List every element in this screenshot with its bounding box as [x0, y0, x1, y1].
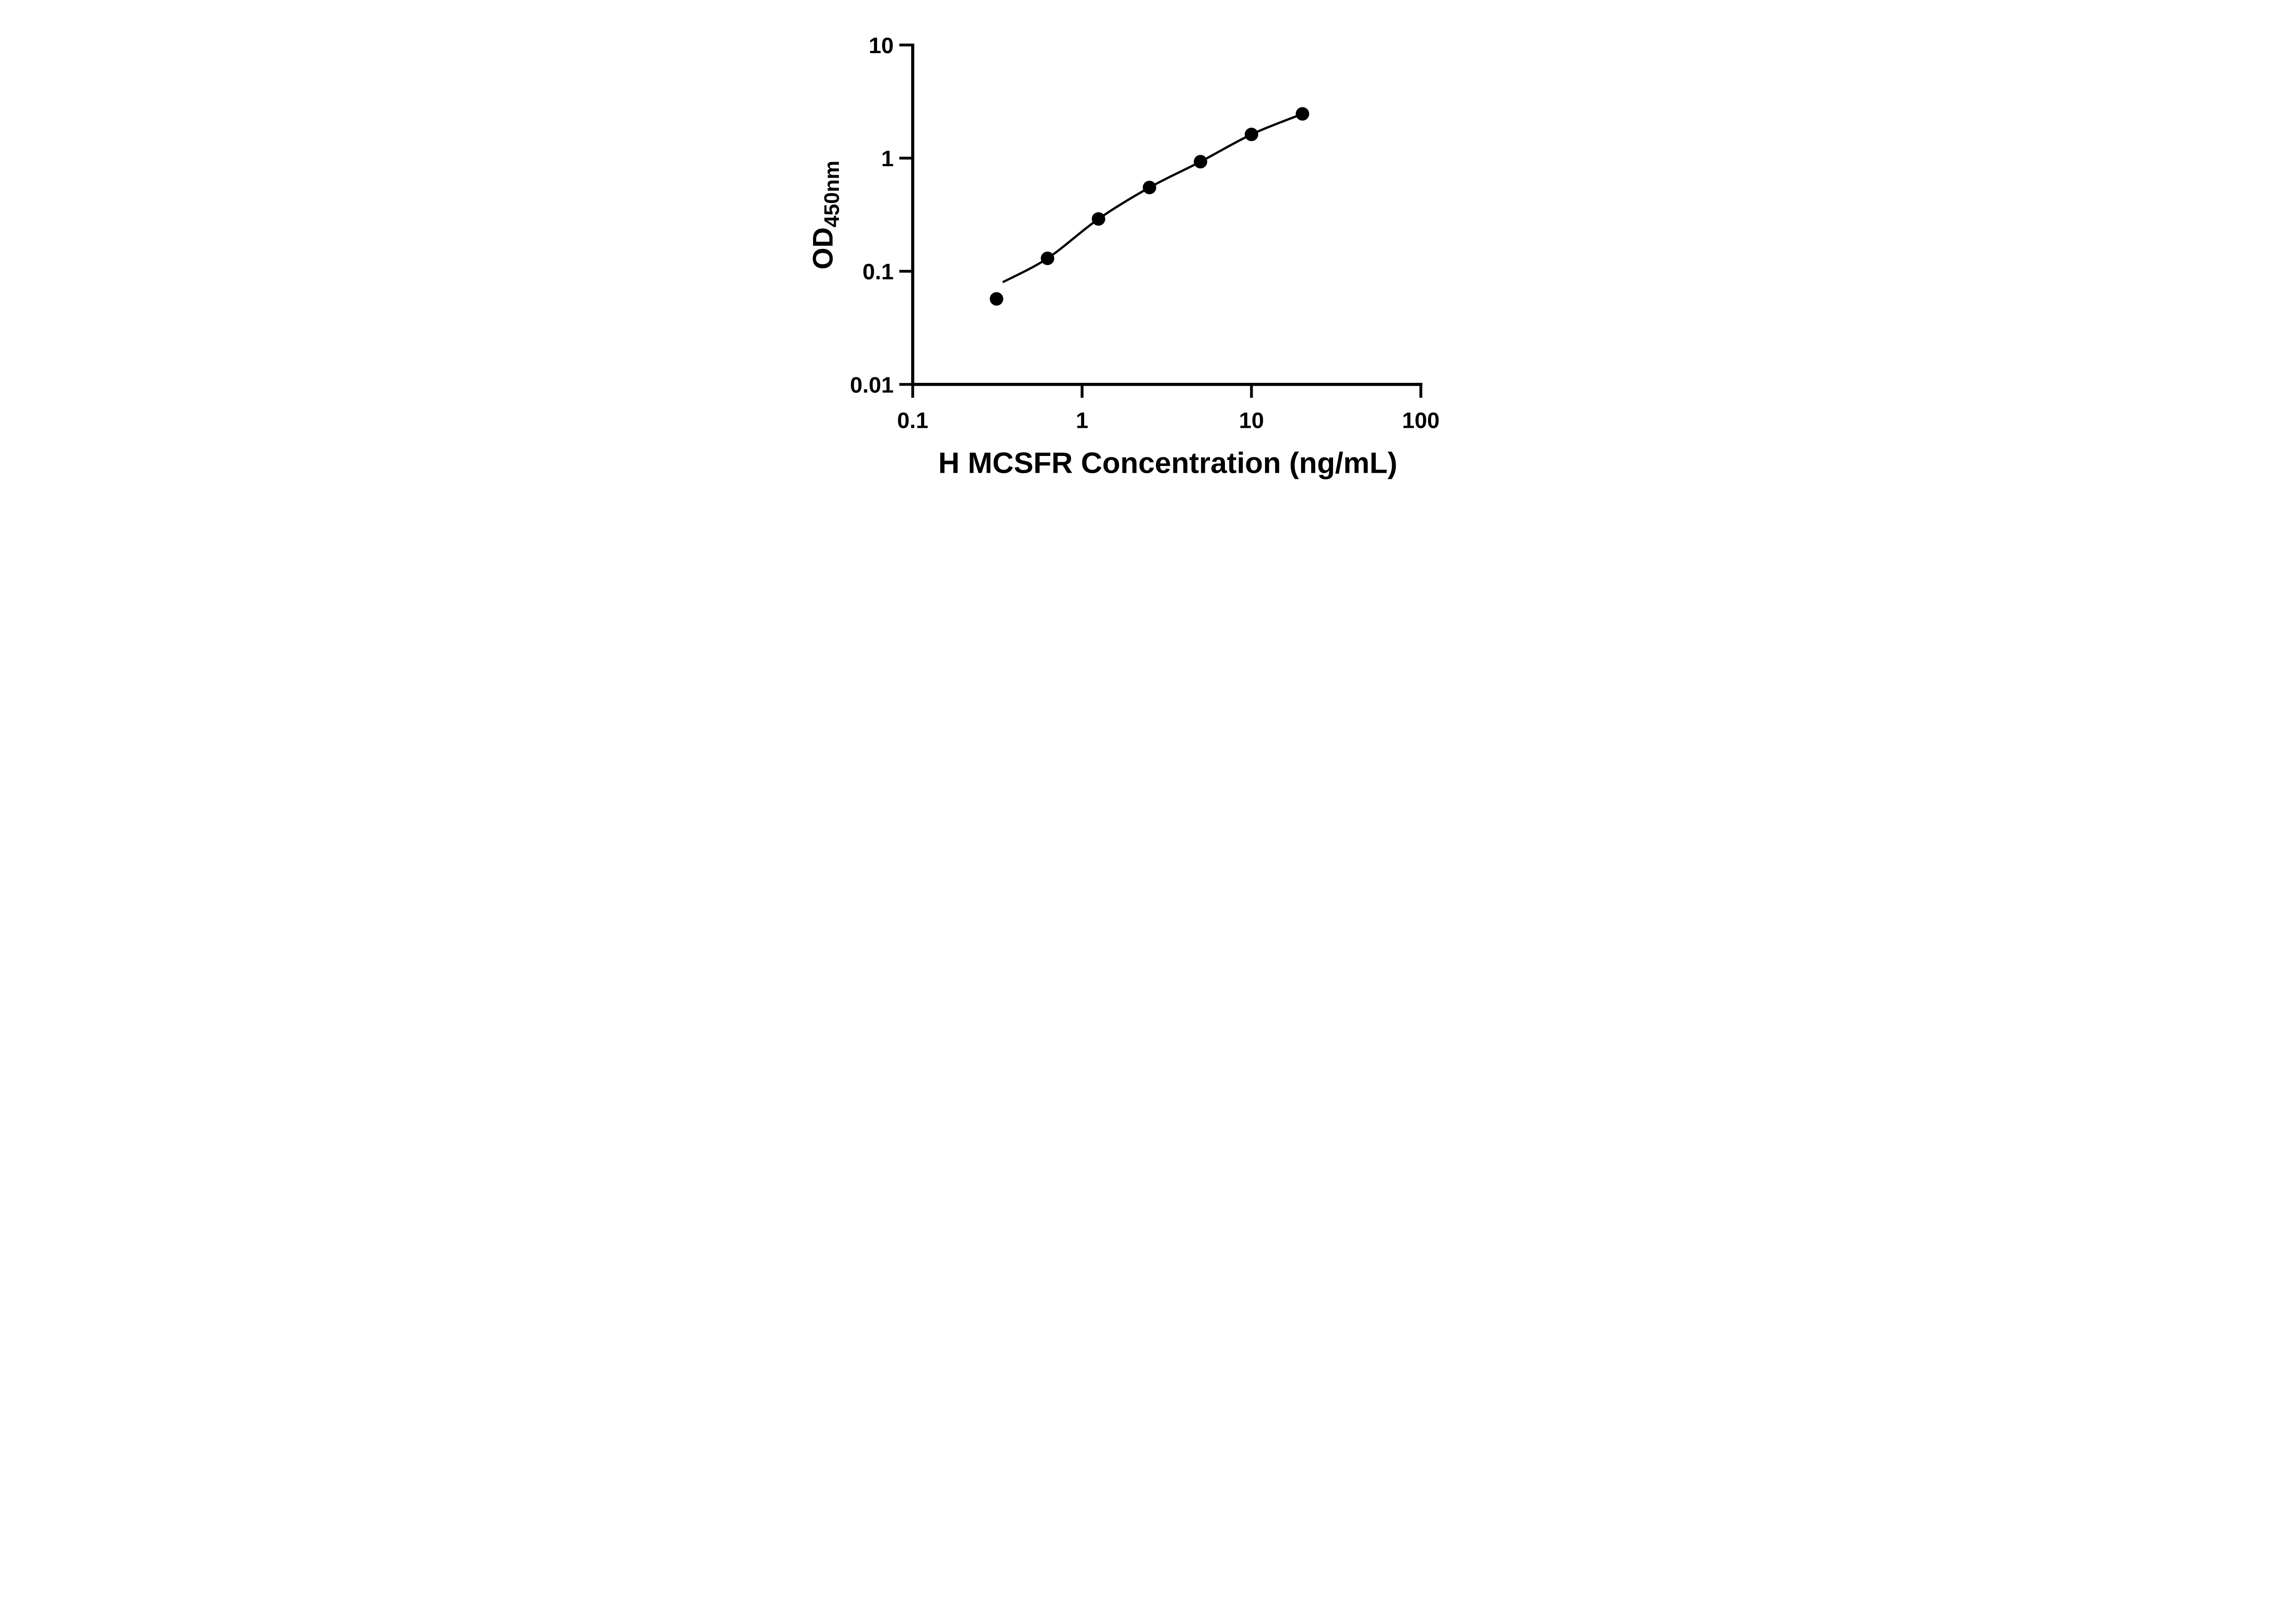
data-point — [1091, 212, 1106, 226]
x-axis-title: H MCSFR Concentration (ng/mL) — [938, 446, 1398, 479]
y-tick-label: 0.1 — [863, 259, 894, 284]
y-tick-label: 1 — [881, 146, 894, 171]
chart-background — [772, 0, 1499, 503]
data-point — [990, 292, 1003, 306]
x-tick-label: 1 — [1076, 408, 1089, 433]
data-point — [1194, 155, 1207, 168]
y-axis-title-main: OD — [808, 228, 839, 270]
data-point — [1142, 180, 1156, 194]
data-point — [1245, 128, 1259, 141]
y-tick-label: 0.01 — [850, 372, 893, 397]
data-point — [1295, 107, 1309, 121]
y-tick-label: 10 — [869, 33, 894, 58]
y-axis-title-subscript: 450nm — [820, 161, 843, 228]
x-tick-label: 100 — [1402, 408, 1440, 433]
y-axis-title: OD450nm — [808, 161, 843, 270]
x-tick-label: 10 — [1239, 408, 1264, 433]
data-point — [1041, 252, 1055, 265]
x-tick-label: 0.1 — [897, 408, 928, 433]
chart-stage: 0.01 0.1 1 10 0.1 1 10 100 H MCSFR Concentratio… — [772, 0, 1499, 503]
